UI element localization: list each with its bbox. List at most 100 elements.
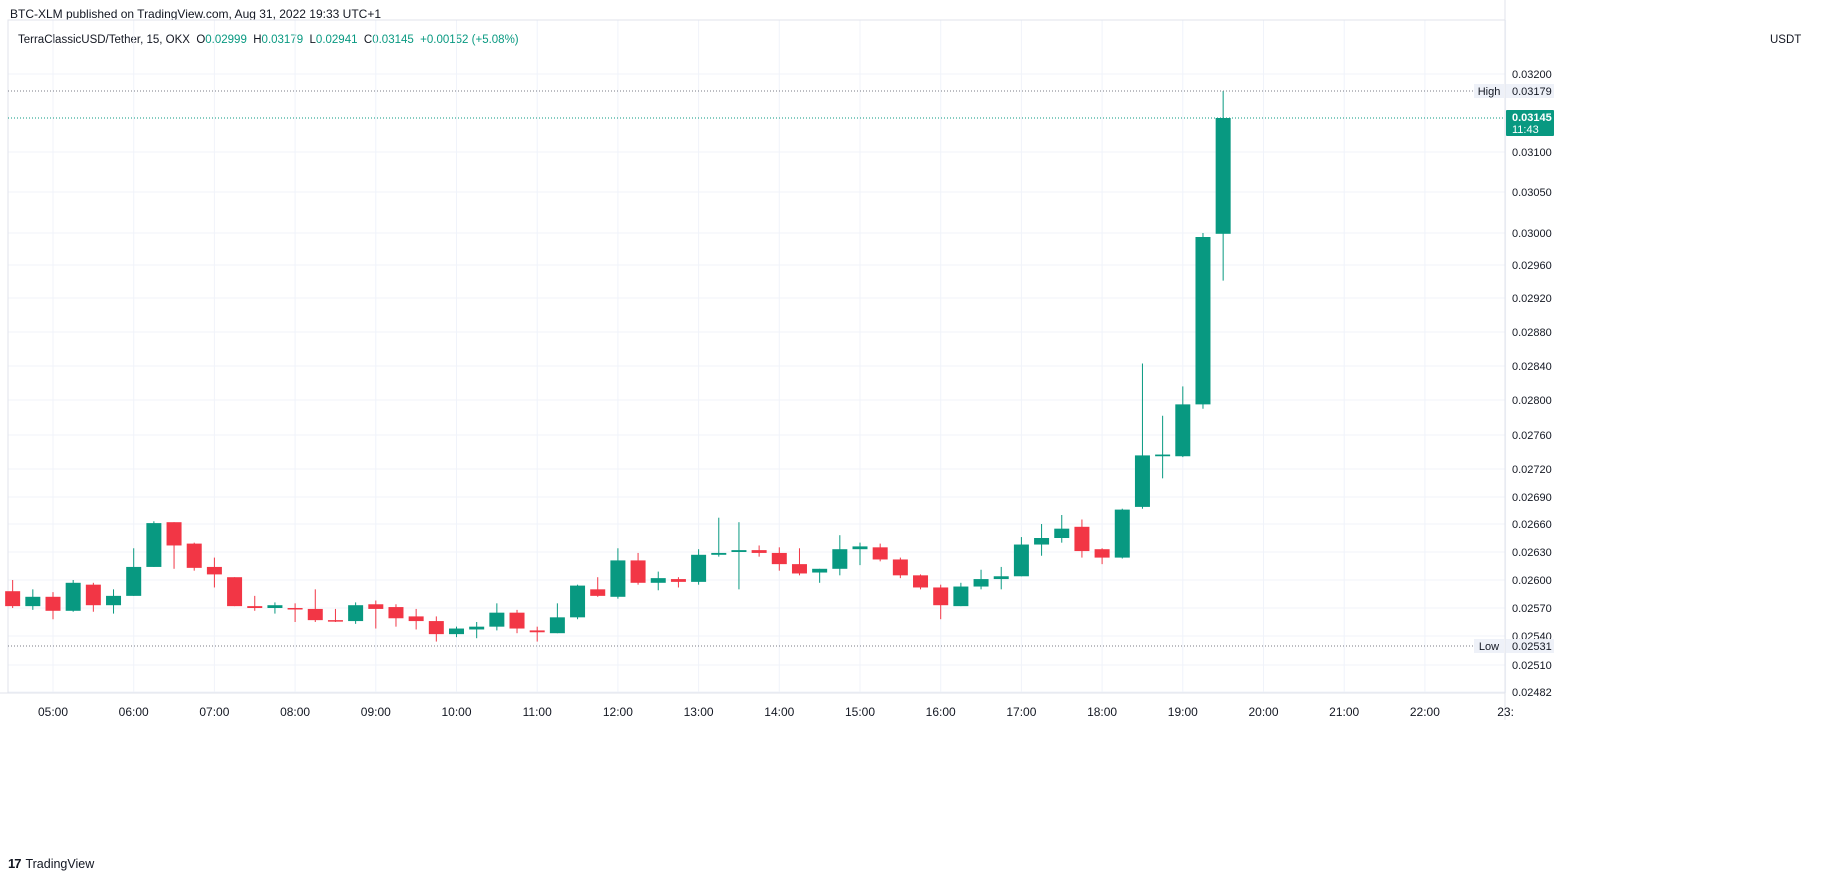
x-tick-label: 20:00 [1248, 705, 1278, 719]
candle-body [25, 596, 41, 607]
candle-body [428, 621, 444, 635]
tradingview-logo-icon: 17 [8, 856, 22, 871]
candle-body [368, 604, 384, 609]
candle-body [1175, 404, 1191, 457]
candle-up [106, 589, 122, 614]
candle-body [1054, 528, 1070, 538]
x-tick-label: 09:00 [361, 705, 391, 719]
y-tick-label: 0.02840 [1512, 361, 1552, 373]
candle-up [267, 602, 283, 614]
price-chart[interactable]: 0.03200 0.03100 0.03050 0.03000 0.02960 0.029… [0, 0, 1834, 850]
candle-body [1094, 549, 1110, 558]
y-tick-label: 0.02660 [1512, 519, 1552, 531]
symbol-name: TerraClassicUSD/Tether, 15, OKX [18, 34, 190, 46]
last-price-value: 0.03145 [1512, 112, 1552, 124]
candle-body [408, 616, 424, 622]
candle-down [45, 592, 61, 620]
candle-down [5, 580, 21, 608]
candle-up [25, 589, 41, 610]
y-tick-label: 0.02760 [1512, 430, 1552, 442]
candle-up [1134, 363, 1150, 509]
candle-down [166, 522, 182, 569]
candle-body [1114, 509, 1130, 558]
candle-down [771, 547, 787, 571]
chart-axes [0, 0, 1506, 720]
candle-up [549, 603, 565, 634]
candle-body [509, 612, 525, 629]
candle-up [65, 580, 81, 612]
candle-up [610, 548, 626, 599]
y-tick-label: 0.03200 [1512, 69, 1552, 81]
candle-body [1215, 118, 1231, 234]
open-label: O [196, 34, 206, 46]
candle-up [1155, 415, 1171, 479]
candle-body [1034, 538, 1050, 545]
candle-down [428, 616, 444, 642]
candle-body [731, 550, 747, 552]
candle-down [247, 595, 263, 611]
candle-down [408, 608, 424, 630]
x-tick-label: 12:00 [603, 705, 633, 719]
candle-body [287, 608, 303, 610]
candle-up [489, 603, 505, 631]
candle-up [1034, 524, 1050, 556]
x-tick-label: 16:00 [926, 705, 956, 719]
low-value: 0.02531 [1512, 641, 1552, 653]
x-tick-label: 14:00 [764, 705, 794, 719]
candle-down [509, 609, 525, 634]
low-label: Low [1479, 641, 1499, 653]
candle-down [327, 608, 343, 622]
candle-up [812, 568, 828, 583]
x-tick-label: 10:00 [441, 705, 471, 719]
candle-body [711, 552, 727, 555]
low-label-bg [1474, 639, 1504, 653]
open-value: 0.02999 [205, 34, 247, 46]
candle-up [650, 571, 666, 591]
y-tick-label: 0.02510 [1512, 660, 1552, 672]
candle-body [610, 560, 626, 597]
candle-down [529, 626, 545, 642]
y-tick-label: 0.02482 [1512, 687, 1552, 699]
y-tick-label: 0.02690 [1512, 492, 1552, 504]
candle-down [307, 589, 323, 622]
candle-up [1195, 233, 1211, 409]
publisher-header: BTC-XLM published on TradingView.com, Au… [10, 7, 381, 21]
candle-body [751, 550, 767, 553]
y-tick-label: 0.03000 [1512, 228, 1552, 240]
candle-body [348, 605, 364, 622]
candle-body [106, 595, 122, 606]
candle-up [852, 542, 868, 566]
candle-series [5, 91, 1231, 642]
candle-down [590, 577, 606, 597]
x-tick-label: 13:00 [684, 705, 714, 719]
candle-body [1074, 526, 1090, 552]
y-tick-label: 0.02600 [1512, 575, 1552, 587]
y-tick-label: 0.02720 [1512, 464, 1552, 476]
candle-up [1175, 386, 1191, 458]
candle-down [388, 604, 404, 627]
candle-up [993, 566, 1009, 590]
candle-body [549, 617, 565, 634]
candle-body [1134, 455, 1150, 507]
candle-body [449, 628, 464, 635]
high-value-bg [1506, 84, 1554, 98]
candle-body [630, 560, 646, 583]
last-price-badge [1506, 110, 1554, 136]
tradingview-footer[interactable]: 17 TradingView [8, 856, 94, 871]
currency-label: USDT [1770, 34, 1802, 46]
candle-up [146, 521, 162, 567]
candle-up [832, 535, 848, 576]
candle-body [892, 559, 908, 576]
tradingview-brand: TradingView [25, 856, 95, 871]
y-tick-label: 0.03100 [1512, 147, 1552, 159]
candle-down [630, 552, 646, 585]
candle-body [247, 606, 263, 608]
candle-body [913, 575, 929, 588]
candle-down [1074, 519, 1090, 558]
candle-body [832, 549, 848, 569]
candle-up [449, 626, 464, 638]
candle-body [852, 546, 868, 550]
candle-body [388, 607, 404, 619]
candle-body [570, 585, 586, 618]
